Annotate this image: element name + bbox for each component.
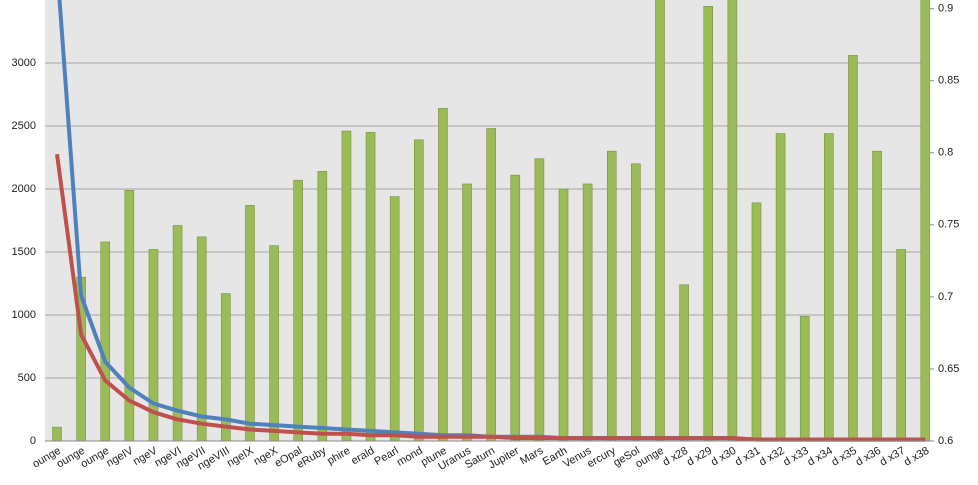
bar — [100, 241, 111, 442]
y2-tick-label: 0.65 — [938, 363, 959, 375]
line-series — [55, 153, 926, 442]
bar — [727, 0, 738, 442]
bar — [606, 150, 617, 442]
bar — [269, 245, 279, 442]
bar — [438, 108, 448, 442]
bar — [920, 0, 930, 442]
x-tick-label: d x38 — [902, 445, 931, 469]
x-tick-label: Pearl — [372, 445, 400, 468]
bar — [824, 133, 834, 442]
y2-tick-label: 0.85 — [938, 75, 959, 87]
bar — [462, 183, 472, 442]
bar — [751, 202, 762, 442]
y-tick-label: 500 — [18, 372, 36, 384]
y2-tick-label: 0.8 — [938, 147, 953, 159]
x-tick-label: Mars — [518, 444, 546, 467]
bar — [341, 130, 352, 442]
bar — [534, 158, 545, 442]
y-tick-label: 2500 — [12, 120, 36, 132]
bar — [631, 163, 641, 442]
y2-tick-label: 0.75 — [938, 219, 959, 231]
bar — [317, 171, 328, 442]
bar — [799, 315, 810, 442]
bar — [703, 5, 714, 442]
y2-tick-label: 0.7 — [938, 291, 953, 303]
y2-tick-label: 0.9 — [938, 3, 953, 15]
bar — [679, 284, 689, 442]
y-tick-label: 0 — [30, 435, 36, 447]
bar — [293, 179, 304, 442]
y-tick-label: 2000 — [12, 183, 36, 195]
bar — [896, 249, 907, 442]
x-tick-label: phire — [325, 445, 352, 468]
bar — [558, 188, 569, 442]
bar — [196, 236, 207, 442]
bar — [389, 196, 400, 442]
y-tick-label: 1000 — [12, 309, 36, 321]
bar — [848, 55, 858, 442]
y2-tick-label: 0.6 — [938, 435, 953, 447]
y-tick-label: 1500 — [12, 246, 36, 258]
bar — [413, 139, 424, 442]
bar — [365, 132, 376, 442]
bar — [872, 150, 882, 442]
y-tick-label: 3000 — [12, 57, 36, 69]
x-tick-label: erald — [349, 445, 376, 468]
bar — [582, 183, 593, 442]
bar — [655, 0, 665, 442]
bar — [510, 174, 521, 442]
bar — [775, 133, 786, 442]
bar — [486, 128, 496, 442]
bar — [52, 426, 62, 442]
bar — [245, 205, 255, 442]
marks — [52, 0, 930, 442]
